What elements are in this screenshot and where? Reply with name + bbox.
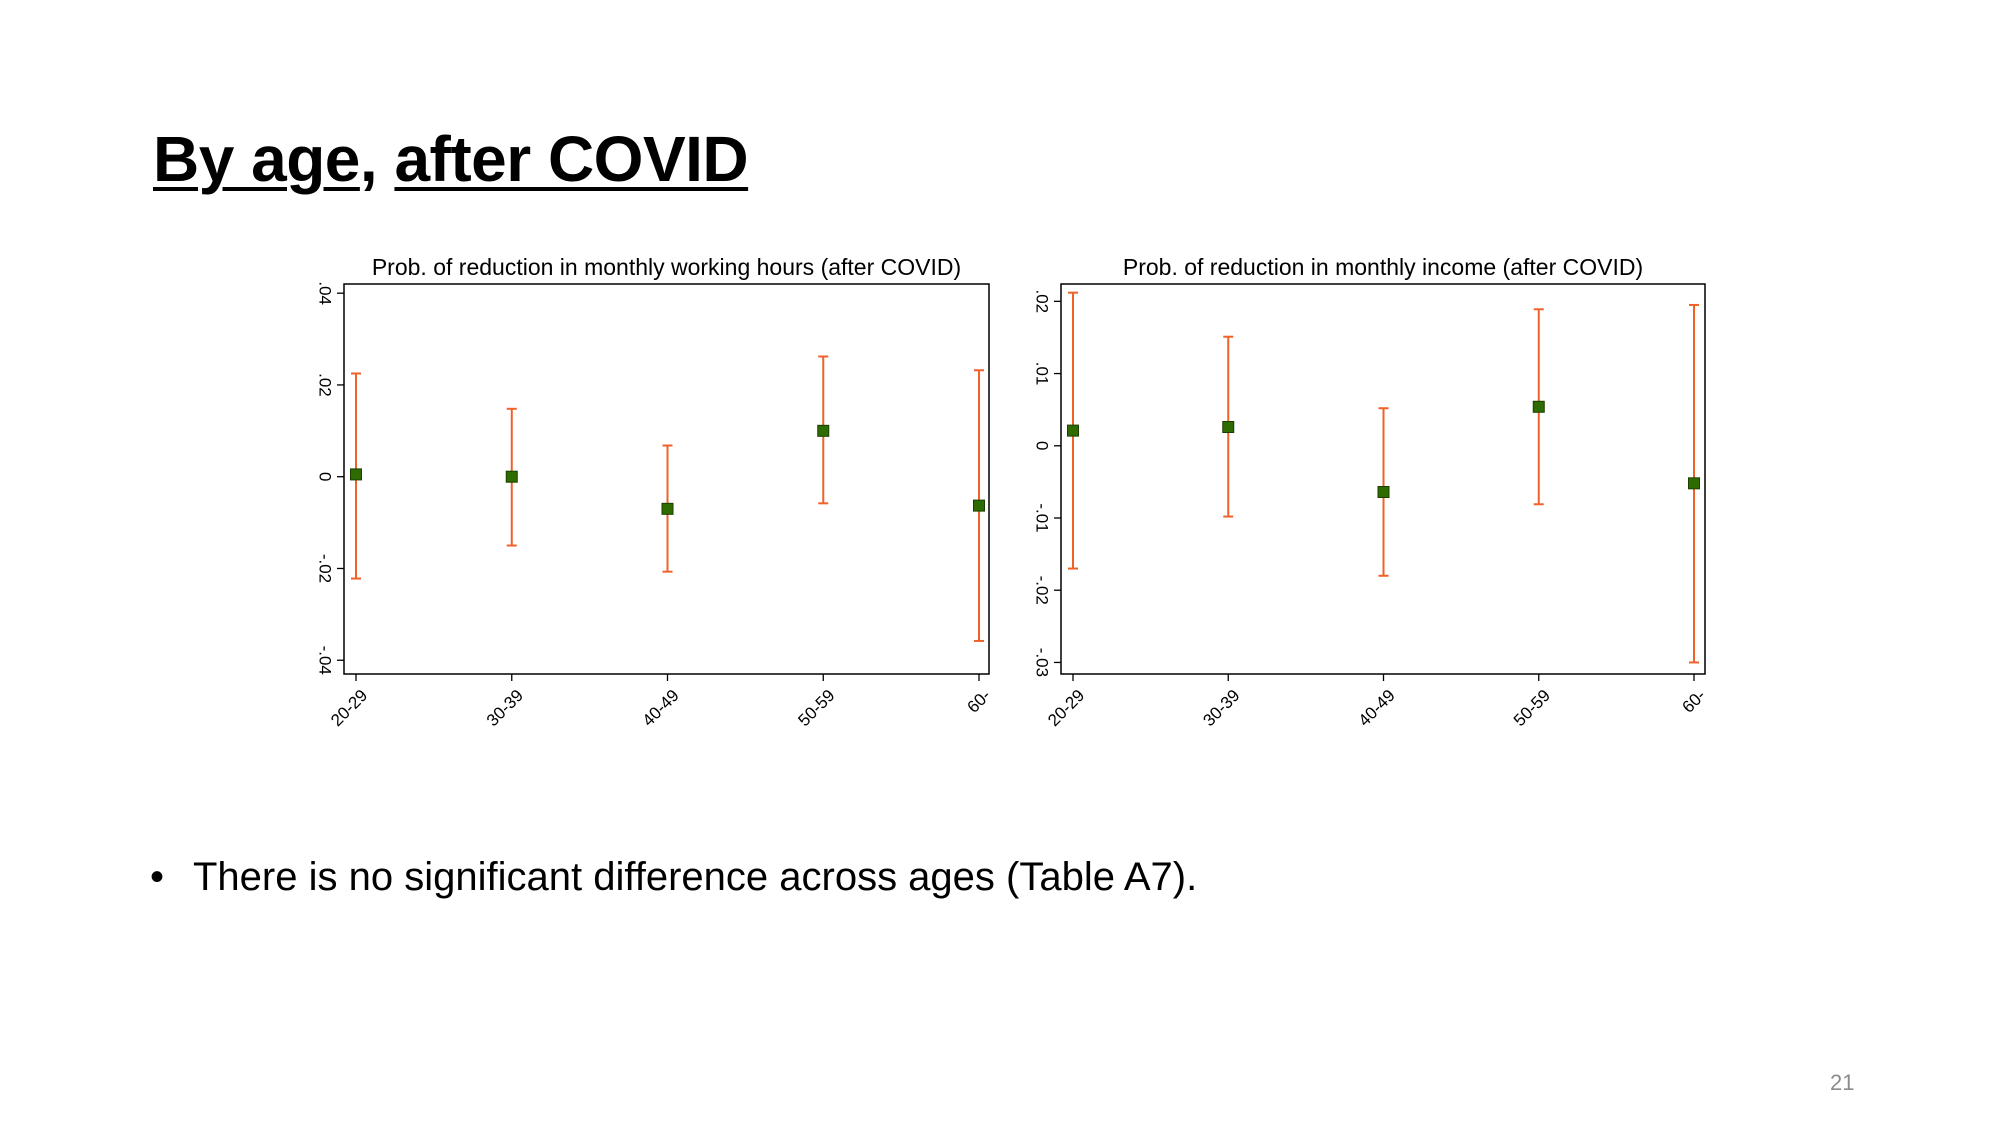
point-estimate xyxy=(1067,424,1079,437)
title-part-by-age: By age xyxy=(153,123,360,195)
page-number: 21 xyxy=(1830,1070,1855,1095)
y-tick-label: -.03 xyxy=(1033,648,1052,677)
plot-frame xyxy=(343,283,990,675)
y-tick-label: -.01 xyxy=(1033,503,1052,532)
bullet-symbol: • xyxy=(150,855,165,899)
y-tick-label: .01 xyxy=(1033,362,1052,386)
chart-1: Prob. of reduction in monthly working ho… xyxy=(316,254,995,730)
x-tick-label: 60- xyxy=(1678,686,1709,717)
x-tick-label: 50-59 xyxy=(1510,686,1554,730)
x-tick-label: 40-49 xyxy=(639,686,683,730)
chart-title: Prob. of reduction in monthly working ho… xyxy=(372,254,961,280)
y-tick-label: .02 xyxy=(316,373,335,397)
point-estimate xyxy=(350,468,362,481)
title-separator: , xyxy=(359,123,395,195)
chart-2: Prob. of reduction in monthly income (af… xyxy=(1033,254,1710,730)
y-tick-label: .02 xyxy=(1033,290,1052,314)
point-estimate xyxy=(1222,421,1235,433)
point-estimate xyxy=(973,499,985,512)
title-part-after-covid: after COVID xyxy=(394,123,749,195)
x-tick-label: 50-59 xyxy=(794,686,838,730)
chart-title: Prob. of reduction in monthly income (af… xyxy=(1123,254,1643,280)
point-estimate xyxy=(1377,486,1390,498)
y-tick-label: 0 xyxy=(1033,441,1052,450)
x-tick-label: 30-39 xyxy=(1199,686,1243,730)
bullet-point: • There is no significant difference acr… xyxy=(150,855,1197,900)
point-estimate xyxy=(505,470,518,483)
y-tick-label: -.02 xyxy=(1033,576,1052,605)
point-estimate xyxy=(817,424,830,437)
bullet-text: There is no significant difference acros… xyxy=(193,855,1198,899)
point-estimate xyxy=(1532,400,1545,413)
point-estimate xyxy=(661,502,674,515)
y-tick-label: -.02 xyxy=(316,554,335,583)
x-tick-label: 20-29 xyxy=(327,686,371,730)
point-estimate xyxy=(1688,477,1700,490)
slide-title: By age, after COVID xyxy=(153,122,749,196)
x-tick-label: 20-29 xyxy=(1044,686,1088,730)
y-tick-label: -.04 xyxy=(316,646,335,675)
y-tick-label: .04 xyxy=(316,281,335,305)
x-tick-label: 30-39 xyxy=(483,686,527,730)
x-tick-label: 40-49 xyxy=(1355,686,1399,730)
y-tick-label: 0 xyxy=(316,472,335,481)
charts-area: Prob. of reduction in monthly working ho… xyxy=(316,254,1710,730)
x-tick-label: 60- xyxy=(963,686,994,717)
